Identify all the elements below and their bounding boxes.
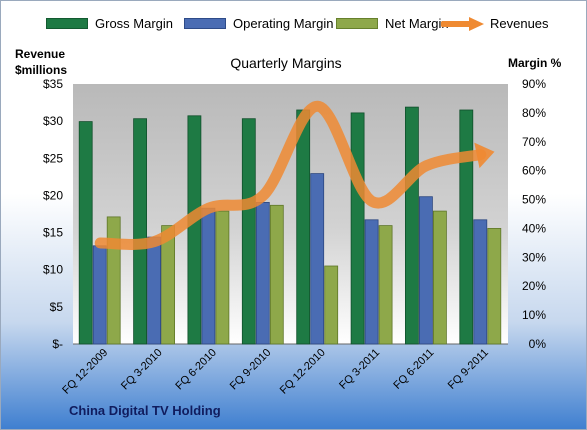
right-tick-label: 80% — [522, 106, 546, 120]
bar-gross-margin-fq-6-2011 — [404, 106, 419, 345]
legend-label-operating-margin: Operating Margin — [233, 16, 334, 31]
left-axis-title-line2: $millions — [15, 63, 68, 77]
right-tick-label: 50% — [522, 193, 546, 207]
legend: Gross Margin Operating Margin Net Margin… — [1, 16, 586, 36]
left-tick-label: $10 — [43, 263, 63, 277]
right-tick-label: 0% — [529, 337, 547, 351]
left-tick-label: $5 — [50, 300, 64, 314]
bar-gross-margin-fq-9-2010 — [241, 118, 256, 345]
bar-net-margin-fq-12-2010 — [324, 265, 339, 345]
bar-net-margin-fq-3-2010 — [161, 225, 176, 345]
bar-operating-margin-fq-6-2011 — [418, 196, 433, 345]
right-tick-label: 90% — [522, 77, 546, 91]
category-label: FQ 12-2009 — [60, 347, 110, 397]
category-label: FQ 3-2010 — [119, 347, 165, 393]
left-axis-title-line1: Revenue — [15, 47, 66, 61]
company-name: China Digital TV Holding — [69, 403, 221, 418]
legend-arrow-icon — [441, 16, 484, 31]
bar-gross-margin-fq-12-2009 — [78, 121, 93, 345]
bar-gross-margin-fq-12-2010 — [296, 109, 311, 345]
legend-item-gross-margin: Gross Margin — [46, 16, 173, 31]
legend-swatch-gross-margin — [46, 18, 88, 29]
bar-operating-margin-fq-12-2009 — [92, 245, 107, 345]
right-tick-label: 60% — [522, 164, 546, 178]
bar-net-margin-fq-6-2011 — [432, 210, 447, 345]
right-axis-title: Margin % — [508, 56, 562, 70]
right-tick-label: 40% — [522, 221, 546, 235]
legend-label-gross-margin: Gross Margin — [95, 16, 174, 31]
bar-operating-margin-fq-9-2010 — [255, 201, 270, 345]
category-label: FQ 9-2011 — [446, 347, 491, 392]
left-axis-title: Revenue $millions — [15, 46, 67, 78]
right-tick-label: 30% — [522, 250, 546, 264]
right-tick-label: 10% — [522, 308, 546, 322]
bar-net-margin-fq-3-2011 — [378, 225, 393, 345]
left-tick-label: $15 — [43, 226, 63, 240]
bar-gross-margin-fq-3-2010 — [133, 118, 148, 345]
legend-swatch-operating-margin — [184, 18, 226, 29]
legend-item-net-margin: Net Margin — [336, 16, 449, 31]
legend-item-operating-margin: Operating Margin — [184, 16, 333, 31]
bar-gross-margin-fq-9-2011 — [459, 109, 474, 345]
category-label: FQ 9-2010 — [228, 347, 274, 393]
left-tick-label: $30 — [43, 114, 63, 128]
bar-operating-margin-fq-9-2011 — [473, 219, 488, 345]
bar-net-margin-fq-9-2010 — [269, 204, 284, 345]
legend-label-revenues: Revenues — [490, 16, 549, 31]
bar-operating-margin-fq-3-2010 — [147, 236, 162, 345]
bar-operating-margin-fq-6-2010 — [201, 207, 216, 345]
category-label: FQ 3-2011 — [337, 347, 382, 392]
chart-title: Quarterly Margins — [230, 55, 342, 71]
legend-swatch-net-margin — [336, 18, 378, 29]
category-label: FQ 12-2010 — [278, 347, 328, 397]
bar-net-margin-fq-9-2011 — [487, 227, 502, 345]
left-tick-label: $35 — [43, 77, 63, 91]
bar-gross-margin-fq-6-2010 — [187, 115, 202, 345]
legend-label-net-margin: Net Margin — [385, 16, 449, 31]
bar-operating-margin-fq-12-2010 — [310, 173, 325, 345]
bar-net-margin-fq-6-2010 — [215, 210, 230, 345]
left-tick-label: $20 — [43, 188, 63, 202]
bar-net-margin-fq-12-2009 — [106, 216, 121, 345]
bar-gross-margin-fq-3-2011 — [350, 112, 365, 345]
revenues-arrow-head — [474, 142, 495, 169]
category-label: FQ 6-2011 — [391, 347, 436, 392]
right-tick-label: 70% — [522, 135, 546, 149]
legend-item-revenues: Revenues — [441, 16, 549, 31]
left-tick-label: $- — [52, 337, 63, 351]
left-tick-label: $25 — [43, 151, 63, 165]
category-label: FQ 6-2010 — [173, 347, 219, 393]
bar-operating-margin-fq-3-2011 — [364, 219, 379, 345]
revenues-line — [94, 100, 487, 250]
right-tick-label: 20% — [522, 279, 546, 293]
